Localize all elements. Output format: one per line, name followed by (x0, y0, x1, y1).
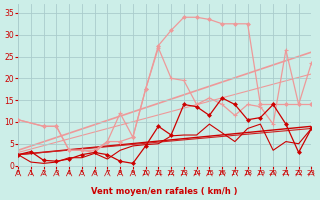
X-axis label: Vent moyen/en rafales ( km/h ): Vent moyen/en rafales ( km/h ) (92, 187, 238, 196)
